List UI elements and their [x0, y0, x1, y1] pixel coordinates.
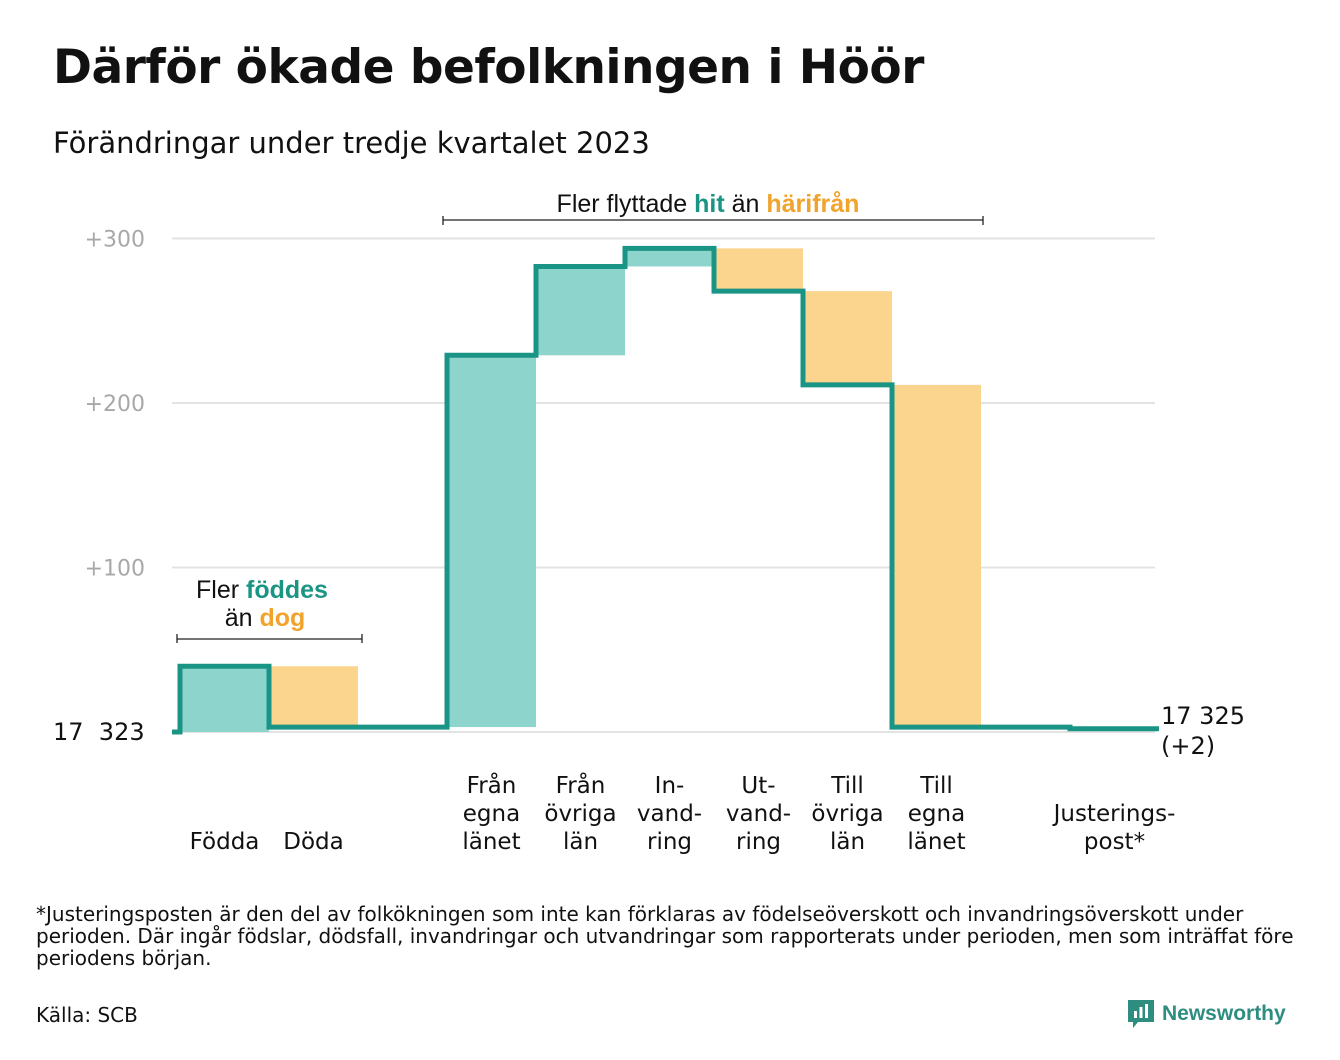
x-label-till-ovriga-lan: övriga: [811, 801, 883, 827]
newsworthy-logo-icon: [1128, 1000, 1154, 1028]
grid-layer: +300 +200 +100: [85, 228, 1155, 733]
x-label-utvandring: vand-: [726, 801, 791, 827]
x-label-till-egna-lanet: Till: [919, 773, 953, 799]
annotation-born-line1: Fler föddes: [196, 576, 328, 604]
annotation-born-bracket: [176, 634, 363, 643]
x-label-justeringspost: Justerings-: [1052, 801, 1176, 827]
annotation-born-text1: Fler: [196, 576, 246, 604]
bar-fran-ovriga-lan: [536, 266, 625, 356]
x-label-till-ovriga-lan: Till: [830, 773, 864, 799]
annotation-born-highlight1: föddes: [246, 576, 328, 604]
bar-utvandring: [714, 248, 803, 292]
end-value-label: 17 325: [1161, 702, 1245, 730]
bar-till-ovriga-lan: [803, 291, 892, 385]
annotation-moved-text1: Fler flyttade: [557, 190, 695, 218]
waterfall-chart: +300+200+100 Födda DödaFrånegnalänetFrånö…: [53, 190, 1245, 855]
chart-title: Därför ökade befolkningen i Höör: [53, 40, 924, 95]
x-label-utvandring: Ut-: [741, 773, 775, 799]
x-label-fodda: Födda: [190, 829, 260, 855]
annotation-moved-bracket: [442, 216, 984, 225]
end-change-label: (+2): [1161, 732, 1215, 760]
cumulative-step-line: [172, 245, 1159, 735]
x-label-fran-egna-lanet: länet: [462, 829, 520, 855]
newsworthy-logo-text: Newsworthy: [1162, 1002, 1286, 1025]
x-label-fran-ovriga-lan: län: [563, 829, 598, 855]
annotation-moved-highlight1: hit: [694, 190, 725, 218]
x-label-till-egna-lanet: länet: [907, 829, 965, 855]
bar-till-egna-lanet: [892, 384, 981, 728]
newsworthy-logo: Newsworthy: [1128, 998, 1286, 1030]
x-label-fran-ovriga-lan: övriga: [544, 801, 616, 827]
annotation-moved-highlight2: härifrån: [766, 190, 859, 218]
bar-fran-egna-lanet: [447, 355, 536, 728]
x-label-fran-ovriga-lan: Från: [556, 771, 606, 799]
chart-subtitle: Förändringar under tredje kvartalet 2023: [53, 126, 650, 160]
bar-invandring: [625, 248, 714, 267]
x-label-invandring: vand-: [637, 801, 702, 827]
x-label-fran-egna-lanet: Från: [467, 771, 517, 799]
bar-fodda: [180, 666, 269, 732]
footnote: *Justeringsposten är den del av folkökni…: [36, 902, 1294, 970]
y-tick-label: +200: [85, 392, 145, 417]
source-label: Källa: SCB: [36, 1003, 138, 1027]
x-label-till-ovriga-lan: län: [830, 829, 865, 855]
annotation-moved-text: Fler flyttade hit än härifrån: [557, 190, 860, 218]
x-label-justeringspost: post*: [1084, 829, 1145, 855]
start-value-label: 17 323: [53, 718, 145, 746]
annotation-born-highlight2: dog: [259, 604, 305, 632]
line-layer: [172, 245, 1159, 735]
annotation-born: Fler föddes än dog: [176, 576, 363, 643]
x-label-utvandring: ring: [736, 829, 781, 855]
x-label-till-egna-lanet: egna: [908, 801, 965, 827]
bar-doda: [269, 666, 358, 728]
bars-layer: [180, 248, 981, 732]
annotation-moved-text2: än: [725, 190, 767, 218]
x-label-doda: Döda: [283, 829, 343, 855]
annotation-born-line2: än dog: [225, 604, 306, 632]
x-label-fran-egna-lanet: egna: [463, 801, 520, 827]
labels-layer: Födda DödaFrånegnalänetFrånövrigalänIn-va…: [190, 771, 1176, 855]
x-label-invandring: In-: [655, 773, 685, 799]
annotation-moved: Fler flyttade hit än härifrån: [442, 190, 984, 225]
y-tick-label: +300: [85, 228, 145, 253]
x-label-invandring: ring: [647, 829, 692, 855]
annotation-born-text2: än: [225, 604, 260, 632]
y-tick-label: +100: [85, 557, 145, 582]
